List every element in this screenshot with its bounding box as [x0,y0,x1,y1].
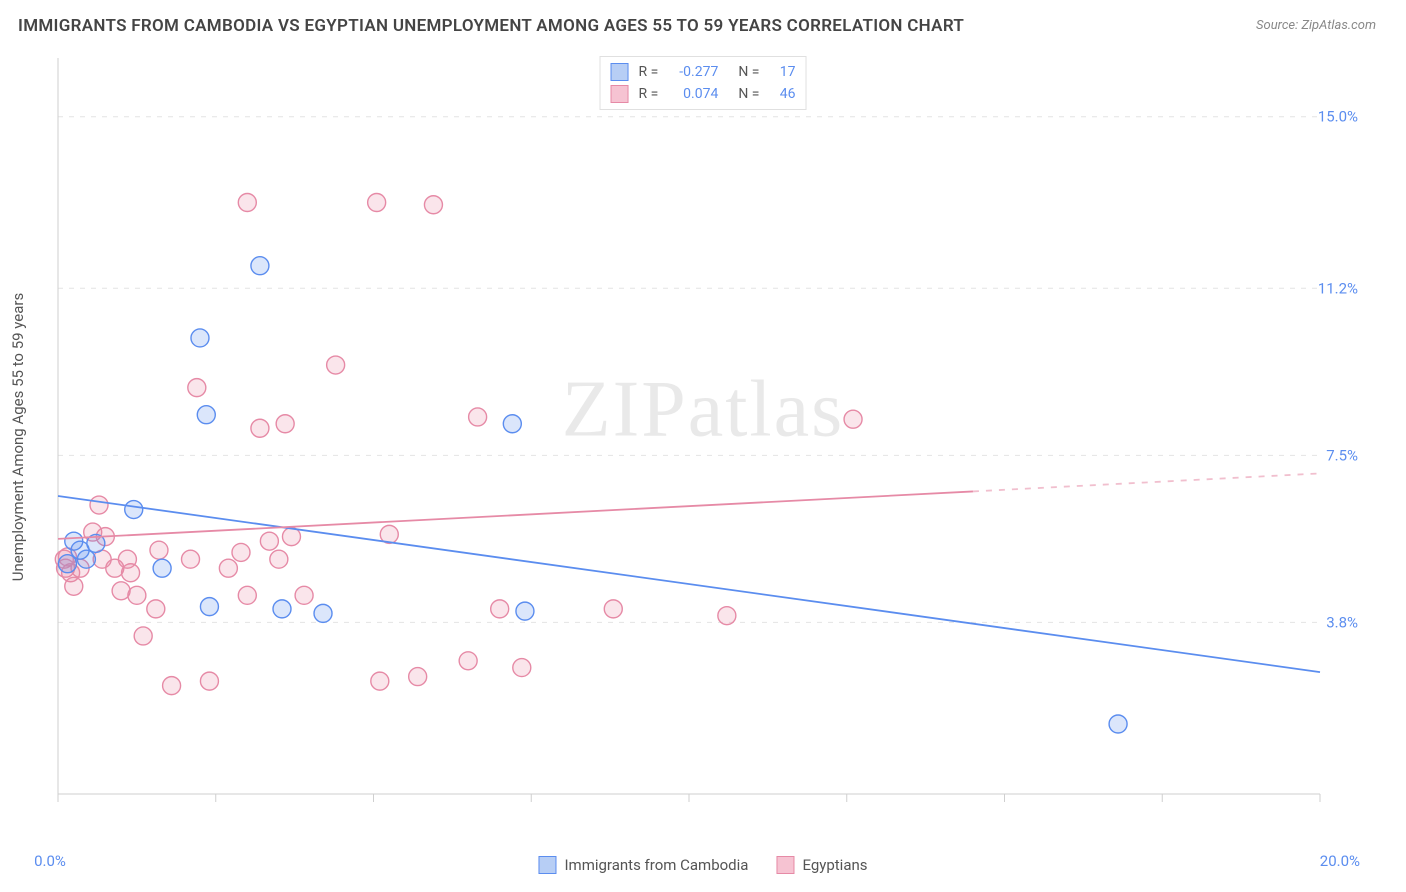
source-name: ZipAtlas.com [1301,18,1376,33]
point-egyptians [424,196,442,214]
point-egyptians [469,408,487,426]
point-egyptians [251,419,269,437]
point-egyptians [260,532,278,550]
regression-cambodia [58,496,1320,672]
point-egyptians [232,543,250,561]
point-egyptians [513,659,531,677]
point-egyptians [65,577,83,595]
y-axis-label: Unemployment Among Ages 55 to 59 years [8,52,28,822]
point-egyptians [200,672,218,690]
point-cambodia [153,559,171,577]
point-cambodia [503,415,521,433]
point-egyptians [182,550,200,568]
point-egyptians [238,586,256,604]
point-cambodia [197,406,215,424]
source-prefix: Source: [1256,18,1301,33]
y-tick-label: 11.2% [1318,279,1358,297]
swatch-cambodia [611,63,629,81]
y-tick-label: 3.8% [1326,613,1358,631]
scatter-plot: 3.8% 7.5% 11.2% 15.0% [50,52,1360,822]
point-egyptians [147,600,165,618]
point-cambodia [314,604,332,622]
regression-egyptians-extrapolated [973,473,1320,491]
point-egyptians [718,607,736,625]
point-egyptians [150,541,168,559]
y-tick-label: 15.0% [1318,108,1358,126]
point-egyptians [219,559,237,577]
point-egyptians [122,564,140,582]
point-cambodia [125,501,143,519]
point-egyptians [327,356,345,374]
point-cambodia [251,257,269,275]
point-egyptians [163,677,181,695]
n-value-cambodia: 17 [769,64,795,80]
legend-item-egyptians: Egyptians [776,856,867,874]
point-egyptians [491,600,509,618]
point-egyptians [459,652,477,670]
source-attribution: Source: ZipAtlas.com [1256,18,1376,33]
x-axis-min-label: 0.0% [34,852,66,870]
point-cambodia [273,600,291,618]
point-egyptians [134,627,152,645]
point-egyptians [276,415,294,433]
swatch-egyptians [611,85,629,103]
series-legend: Immigrants from Cambodia Egyptians [538,856,867,874]
point-egyptians [270,550,288,568]
x-axis-max-label: 20.0% [1320,852,1360,870]
point-egyptians [371,672,389,690]
y-axis-label-text: Unemployment Among Ages 55 to 59 years [9,293,27,581]
point-egyptians [90,496,108,514]
legend-swatch-cambodia [538,856,556,874]
point-egyptians [409,668,427,686]
correlation-legend: R = -0.277 N = 17 R = 0.074 N = 46 [600,56,807,110]
legend-label-egyptians: Egyptians [802,856,867,874]
point-cambodia [516,602,534,620]
point-egyptians [188,379,206,397]
point-egyptians [295,586,313,604]
y-tick-label: 7.5% [1326,446,1358,464]
point-cambodia [200,598,218,616]
r-value-cambodia: -0.277 [668,64,718,80]
n-label: N = [738,64,759,80]
point-egyptians [844,410,862,428]
point-egyptians [368,193,386,211]
r-label: R = [639,86,659,102]
corr-legend-row-egyptians: R = 0.074 N = 46 [611,83,796,105]
point-cambodia [191,329,209,347]
legend-swatch-egyptians [776,856,794,874]
corr-legend-row-cambodia: R = -0.277 N = 17 [611,61,796,83]
point-egyptians [128,586,146,604]
r-label: R = [639,64,659,80]
legend-label-cambodia: Immigrants from Cambodia [564,856,748,874]
n-label: N = [738,86,759,102]
legend-item-cambodia: Immigrants from Cambodia [538,856,748,874]
r-value-egyptians: 0.074 [668,86,718,102]
point-egyptians [238,193,256,211]
chart-title: IMMIGRANTS FROM CAMBODIA VS EGYPTIAN UNE… [18,16,964,36]
n-value-egyptians: 46 [769,86,795,102]
point-egyptians [604,600,622,618]
point-cambodia [77,550,95,568]
point-cambodia [1109,715,1127,733]
